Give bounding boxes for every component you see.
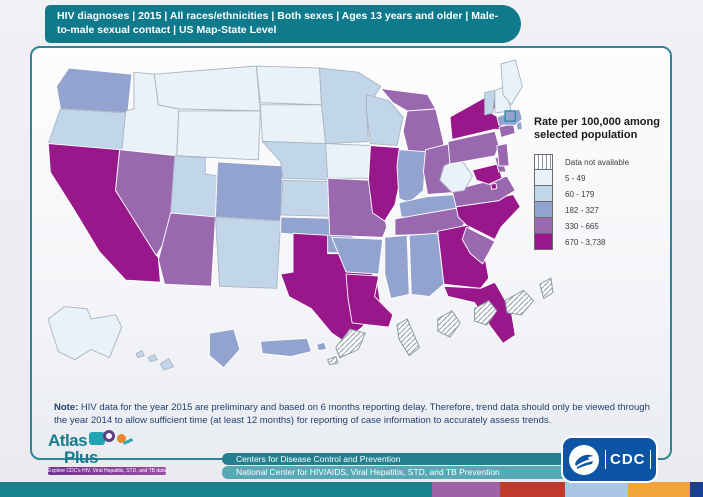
state-HI[interactable] — [147, 354, 158, 363]
state-MI[interactable] — [380, 88, 437, 112]
legend-item-4: 330 - 665 — [534, 218, 666, 234]
state-NC[interactable] — [455, 194, 521, 240]
state-NJ[interactable] — [496, 143, 510, 167]
state-NM[interactable] — [215, 216, 282, 289]
atlasplus-tagline: Explore CDC's HIV, Viral Hepatitis, STD,… — [48, 467, 166, 475]
state-IN[interactable] — [396, 149, 426, 204]
legend-label-0: Data not available — [565, 157, 630, 167]
footnote-text: HIV data for the year 2015 are prelimina… — [54, 402, 650, 426]
island-area-shape[interactable] — [208, 328, 241, 369]
cdc-logo-text: CDC — [605, 450, 651, 469]
state-TN[interactable] — [394, 206, 469, 236]
state-AR[interactable] — [331, 236, 384, 275]
hhs-eagle-icon — [569, 444, 599, 475]
legend-swatch-0 — [534, 154, 553, 170]
state-PR[interactable] — [315, 341, 328, 351]
territory-no-data-6[interactable] — [504, 289, 535, 316]
state-ME[interactable] — [500, 59, 523, 106]
atlasplus-logo[interactable]: Atlas Plus Explore CDC's HIV, Viral Hepa… — [48, 430, 178, 475]
atlasplus-graphic-icon — [89, 430, 134, 450]
cdc-name-bar: Centers for Disease Control and Preventi… — [222, 453, 564, 465]
territory-no-data-3[interactable] — [396, 318, 420, 357]
state-HI[interactable] — [135, 350, 145, 359]
state-SC[interactable] — [461, 226, 496, 265]
stripe-segment-5 — [628, 482, 690, 497]
state-PR[interactable] — [259, 337, 312, 358]
state-MD[interactable] — [471, 163, 503, 185]
stripe-segment-6 — [690, 482, 703, 497]
legend-item-3: 182 - 327 — [534, 202, 666, 218]
legend-label-4: 330 - 665 — [565, 221, 599, 231]
atlasplus-word-plus: Plus — [64, 448, 98, 467]
legend-swatch-2 — [534, 186, 553, 202]
nchhstp-name-bar: National Center for HIV/AIDS, Viral Hepa… — [222, 466, 588, 479]
stripe-segment-3 — [500, 482, 565, 497]
state-ND[interactable] — [255, 65, 322, 106]
state-WY[interactable] — [176, 110, 261, 161]
territory-no-data-1[interactable] — [335, 328, 366, 359]
territory-no-data-5[interactable] — [474, 300, 498, 326]
territory-no-data-4[interactable] — [437, 310, 461, 338]
stripe-segment-2 — [432, 482, 500, 497]
footnote: Note: HIV data for the year 2015 are pre… — [54, 401, 654, 427]
state-MS[interactable] — [384, 234, 410, 299]
footnote-label: Note: — [54, 402, 79, 413]
state-SD[interactable] — [259, 104, 327, 144]
header-title: HIV diagnoses | 2015 | All races/ethnici… — [57, 10, 499, 36]
stripe-segment-1 — [0, 482, 432, 497]
territory-no-data-2[interactable] — [327, 356, 339, 366]
state-CO[interactable] — [215, 161, 284, 222]
state-MT[interactable] — [153, 65, 261, 112]
legend-item-1: 5 - 49 — [534, 170, 666, 186]
legend-swatch-3 — [534, 202, 553, 218]
legend-label-3: 182 - 327 — [565, 205, 599, 215]
atlasplus-word-atlas: Atlas — [48, 430, 88, 450]
us-choropleth-map — [34, 50, 554, 390]
legend-swatch-1 — [534, 170, 553, 186]
cdc-hhs-logo[interactable]: CDC — [563, 438, 656, 481]
state-HI[interactable] — [159, 358, 175, 371]
state-AZ[interactable] — [157, 212, 216, 287]
state-PA[interactable] — [447, 130, 500, 165]
state-LA[interactable] — [345, 273, 394, 328]
legend-item-5: 670 - 3,738 — [534, 234, 666, 250]
state-WI[interactable] — [365, 94, 404, 147]
state-VT[interactable] — [484, 90, 496, 116]
state-DC[interactable] — [490, 182, 498, 190]
header-filter-bar: HIV diagnoses | 2015 | All races/ethnici… — [45, 5, 521, 43]
legend-item-0: Data not available — [534, 154, 666, 170]
legend-label-1: 5 - 49 — [565, 173, 586, 183]
territory-no-data-7[interactable] — [539, 277, 554, 299]
map-legend: Rate per 100,000 among selected populati… — [534, 116, 666, 250]
stripe-segment-4 — [565, 482, 628, 497]
state-AK[interactable] — [47, 306, 123, 361]
legend-title: Rate per 100,000 among selected populati… — [534, 116, 660, 141]
state-WA[interactable] — [55, 67, 133, 114]
legend-label-2: 60 - 179 — [565, 189, 595, 199]
bottom-color-stripe — [0, 482, 703, 497]
legend-label-5: 670 - 3,738 — [565, 237, 606, 247]
legend-item-2: 60 - 179 — [534, 186, 666, 202]
legend-swatch-5 — [534, 234, 553, 250]
state-MN[interactable] — [319, 67, 382, 144]
state-UT[interactable] — [170, 155, 221, 218]
small-state-inset-box[interactable] — [504, 110, 516, 122]
legend-swatch-4 — [534, 218, 553, 234]
state-FL[interactable] — [443, 281, 516, 344]
state-AL[interactable] — [408, 232, 445, 297]
map-svg — [47, 59, 554, 371]
agency-bars: Centers for Disease Control and Preventi… — [222, 453, 588, 479]
